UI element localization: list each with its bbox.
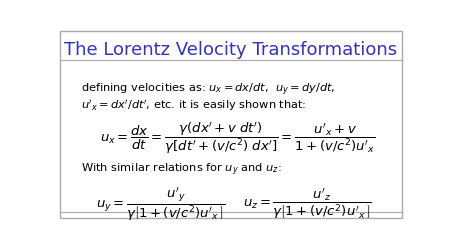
Text: With similar relations for $u_y$ and $u_z$:: With similar relations for $u_y$ and $u_… [81, 161, 282, 178]
Text: $u_y = \dfrac{u'_y}{\gamma\left[1+(v/c^2)u'_x\,\right]}$: $u_y = \dfrac{u'_y}{\gamma\left[1+(v/c^2… [96, 185, 226, 222]
Text: $u_x = \dfrac{dx}{dt} = \dfrac{\gamma(dx'+ v\; dt')}{\gamma[dt'+(v/c^2)\;dx']} =: $u_x = \dfrac{dx}{dt} = \dfrac{\gamma(dx… [100, 119, 375, 155]
Text: $u_z = \dfrac{u'_z}{\gamma\left[1+(v/c^2)u'_x\,\right]}$: $u_z = \dfrac{u'_z}{\gamma\left[1+(v/c^2… [243, 185, 372, 220]
Text: defining velocities as: $u_x = dx/dt$,  $u_y = dy/dt$,: defining velocities as: $u_x = dx/dt$, $… [81, 82, 335, 98]
Text: The Lorentz Velocity Transformations: The Lorentz Velocity Transformations [64, 41, 397, 59]
Text: $u'_x = dx'/dt'$, etc. it is easily shown that:: $u'_x = dx'/dt'$, etc. it is easily show… [81, 97, 306, 112]
